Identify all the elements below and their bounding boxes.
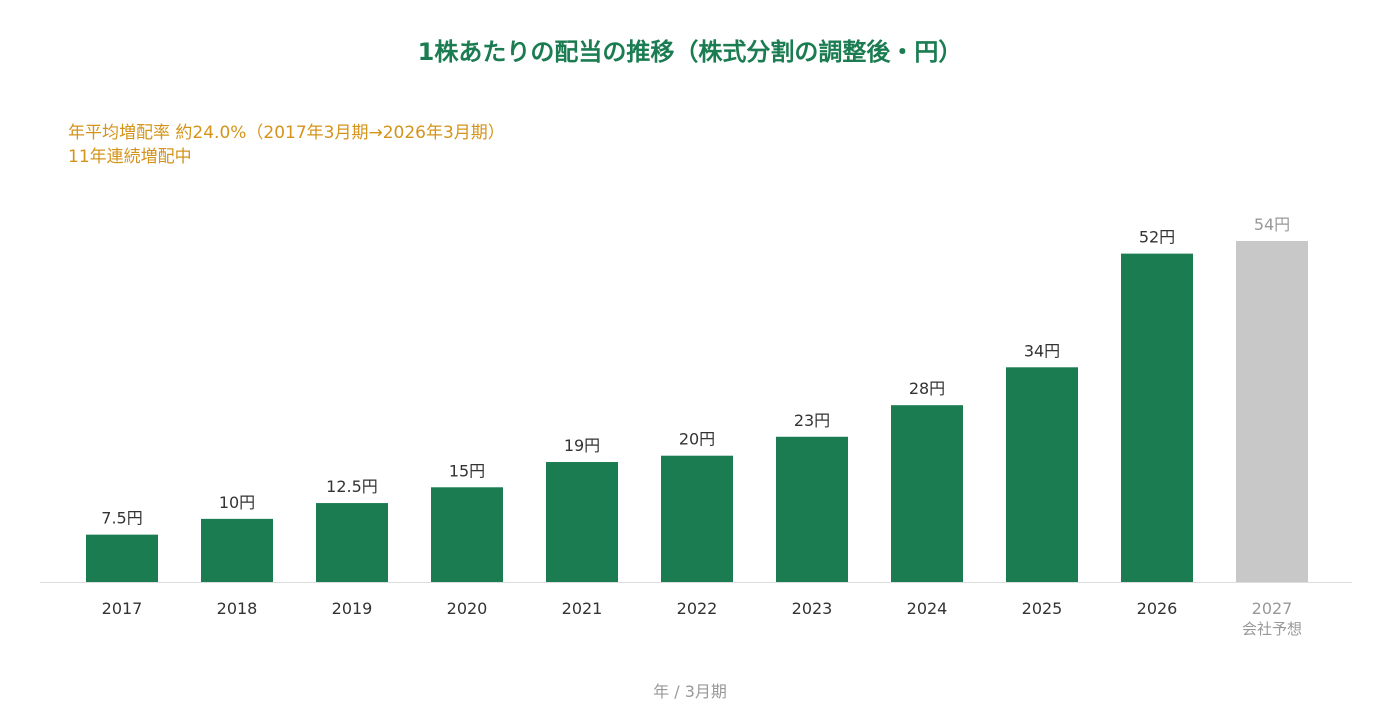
value-label-2023: 23円 (794, 411, 830, 430)
bar-2020 (431, 487, 503, 582)
value-label-2021: 19円 (564, 436, 600, 455)
bar-2026 (1121, 253, 1193, 582)
value-label-2024: 28円 (909, 379, 945, 398)
value-label-2027: 54円 (1254, 215, 1290, 234)
x-tick-sublabel-2027: 会社予想 (1242, 620, 1302, 638)
x-tick-label-2019: 2019 (332, 599, 373, 618)
x-tick-label-2023: 2023 (792, 599, 833, 618)
x-tick-label-2017: 2017 (102, 599, 143, 618)
x-tick-label-2027: 2027 (1252, 599, 1293, 618)
value-label-2025: 34円 (1024, 341, 1060, 360)
chart-title: 1株あたりの配当の推移（株式分割の調整後・円） (417, 38, 963, 66)
bar-2022 (661, 455, 733, 582)
growth-rate-annotation: 年平均増配率 約24.0%（2017年3月期→2026年3月期） (68, 123, 505, 143)
consecutive-increase-annotation: 11年連続増配中 (68, 147, 192, 167)
value-label-2019: 12.5円 (326, 477, 378, 496)
x-tick-label-2022: 2022 (677, 599, 718, 618)
bar-2024 (891, 405, 963, 582)
bar-2025 (1006, 367, 1078, 582)
bar-2018 (201, 518, 273, 582)
x-tick-label-2024: 2024 (907, 599, 948, 618)
bar-2023 (776, 436, 848, 582)
x-tick-label-2018: 2018 (217, 599, 258, 618)
value-label-2017: 7.5円 (101, 509, 142, 528)
x-tick-label-2021: 2021 (562, 599, 603, 618)
x-tick-label-2025: 2025 (1022, 599, 1063, 618)
x-tick-label-2026: 2026 (1137, 599, 1178, 618)
bar-2027 (1236, 241, 1308, 582)
bar-2019 (316, 503, 388, 582)
value-label-2026: 52円 (1139, 228, 1175, 247)
x-tick-label-2020: 2020 (447, 599, 488, 618)
value-label-2018: 10円 (219, 493, 255, 512)
value-label-2022: 20円 (679, 430, 715, 449)
bar-2017 (86, 534, 158, 582)
x-axis-label: 年 / 3月期 (653, 682, 727, 701)
value-label-2020: 15円 (449, 461, 485, 480)
bar-2021 (546, 462, 618, 582)
